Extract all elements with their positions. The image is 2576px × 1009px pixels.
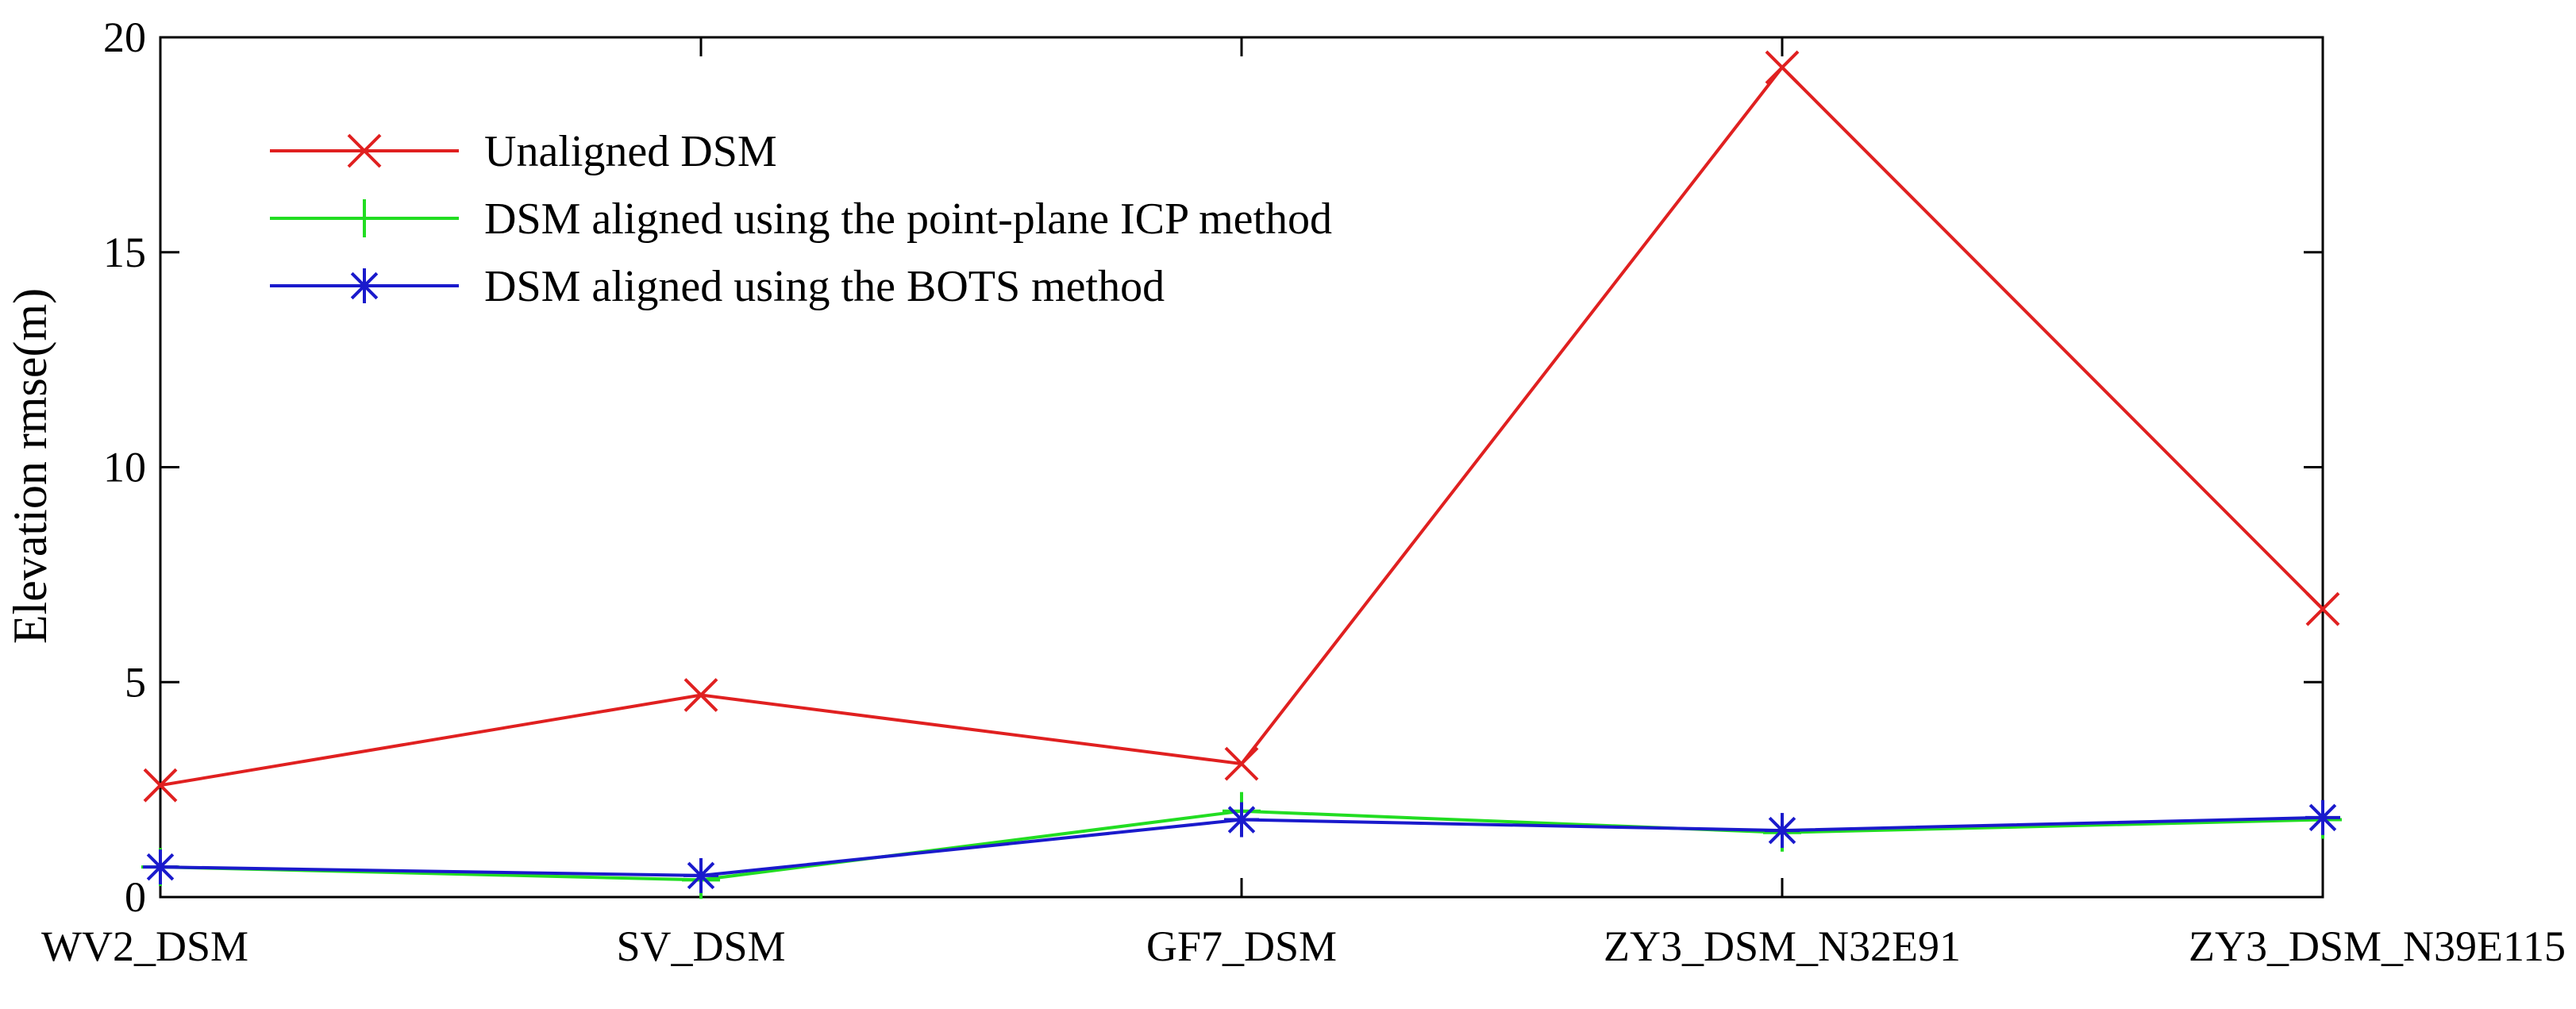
- series-3-point: [2305, 799, 2340, 835]
- series-1-point-stroke: [683, 678, 718, 712]
- axes: 0 5 10 15 20 WV2_DSM SV_DSM GF7_DSM ZY3_DSM_N32E…: [41, 13, 2566, 970]
- series-3-point: [683, 857, 718, 893]
- legend-marker-1: [347, 133, 382, 168]
- y-axis-label: Elevation rmse(m): [4, 288, 56, 644]
- series-1-point-stroke: [1224, 746, 1259, 781]
- series-3-point: [143, 849, 178, 885]
- series-3-point-stroke: [687, 861, 715, 890]
- x-tick-label: SV_DSM: [616, 922, 785, 970]
- series-1-point-stroke: [1765, 50, 1800, 85]
- y-tick-label: 20: [103, 13, 146, 61]
- series-1-point: [683, 678, 718, 712]
- y-tick-label: 0: [125, 873, 146, 921]
- series-1-point-stroke: [143, 768, 178, 803]
- legend-label-3: DSM aligned using the BOTS method: [484, 262, 1165, 311]
- legend: Unaligned DSM DSM aligned using the point…: [270, 127, 1332, 311]
- series-1-point: [2305, 591, 2340, 626]
- series-1-point: [1224, 746, 1259, 781]
- series-3-point: [1765, 813, 1800, 849]
- x-tick-label: ZY3_DSM_N32E91: [1604, 922, 1961, 970]
- series-3-point-stroke: [2308, 803, 2337, 832]
- y-tick-label: 15: [103, 229, 146, 276]
- series-3-point-stroke: [1227, 806, 1256, 834]
- legend-label-2: DSM aligned using the point-plane ICP me…: [484, 194, 1332, 244]
- series-1-point: [143, 768, 178, 803]
- legend-label-1: Unaligned DSM: [484, 127, 777, 176]
- legend-marker-1-stroke: [347, 133, 382, 168]
- y-tick-label: 5: [125, 658, 146, 706]
- series-3-point-stroke: [1768, 816, 1796, 845]
- x-tick-label: GF7_DSM: [1146, 922, 1337, 970]
- legend-marker-3-stroke: [350, 272, 379, 300]
- series-3-point-stroke: [146, 853, 175, 881]
- series-1-point-stroke: [2305, 591, 2340, 626]
- legend-marker-2: [345, 199, 383, 237]
- x-tick-label: ZY3_DSM_N39E115: [2189, 922, 2566, 970]
- series-3-point: [1224, 802, 1259, 838]
- legend-marker-3: [347, 268, 382, 303]
- y-tick-label: 10: [103, 444, 146, 491]
- series-1-point: [1765, 50, 1800, 85]
- x-tick-label: WV2_DSM: [41, 922, 248, 970]
- series-group: [141, 50, 2342, 899]
